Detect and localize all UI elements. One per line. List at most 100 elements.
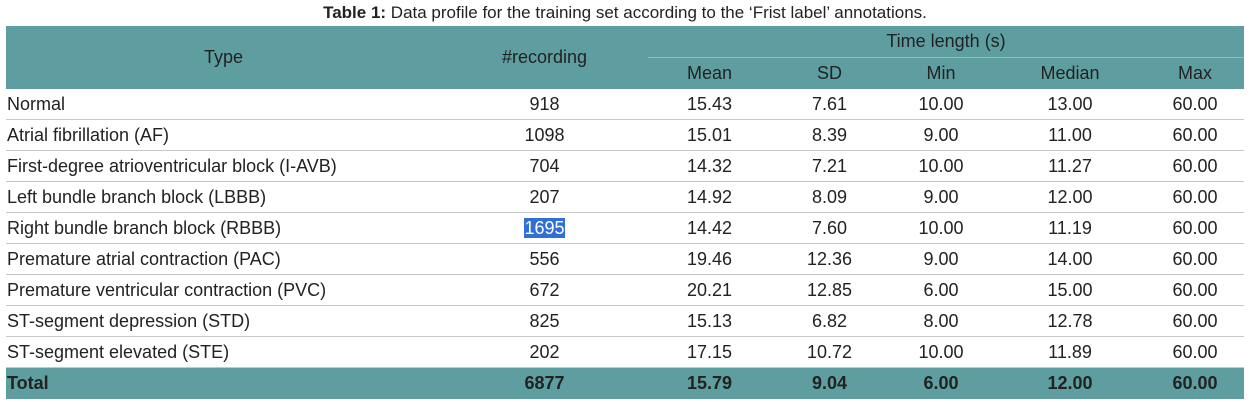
cell-sd[interactable]: 12.36 xyxy=(771,243,888,275)
cell-median[interactable]: 11.19 xyxy=(994,212,1146,244)
cell-recording[interactable]: 825 xyxy=(441,305,648,337)
cell-max[interactable]: 60.00 xyxy=(1146,274,1244,306)
cell-sd[interactable]: 10.72 xyxy=(771,336,888,368)
cell-min[interactable]: 9.00 xyxy=(888,119,994,151)
cell-type-text: Normal xyxy=(7,93,66,114)
cell-mean[interactable]: 14.92 xyxy=(648,181,771,213)
cell-max-text: 60.00 xyxy=(1172,248,1218,269)
cell-recording[interactable]: 207 xyxy=(441,181,648,213)
cell-median[interactable]: 12.78 xyxy=(994,305,1146,337)
cell-sd[interactable]: 9.04 xyxy=(771,367,888,399)
cell-sd[interactable]: 6.82 xyxy=(771,305,888,337)
cell-type[interactable]: Premature ventricular contraction (PVC) xyxy=(6,274,441,306)
cell-max-text: 60.00 xyxy=(1172,310,1218,331)
cell-max-text: 60.00 xyxy=(1172,186,1218,207)
cell-max[interactable]: 60.00 xyxy=(1146,243,1244,275)
cell-sd[interactable]: 7.21 xyxy=(771,150,888,182)
cell-recording[interactable]: 556 xyxy=(441,243,648,275)
cell-recording[interactable]: 672 xyxy=(441,274,648,306)
cell-min-text: 10.00 xyxy=(918,93,964,114)
cell-mean[interactable]: 15.13 xyxy=(648,305,771,337)
cell-median-text: 11.89 xyxy=(1048,341,1092,362)
table-row: ST-segment depression (STD) 825 15.13 6.82 8… xyxy=(6,305,1244,337)
cell-mean[interactable]: 15.01 xyxy=(648,119,771,151)
cell-type[interactable]: Atrial fibrillation (AF) xyxy=(6,119,441,151)
cell-type-text: Right bundle branch block (RBBB) xyxy=(7,217,282,238)
cell-median[interactable]: 11.89 xyxy=(994,336,1146,368)
table-row: Premature ventricular contraction (PVC) 6… xyxy=(6,274,1244,306)
cell-type[interactable]: First-degree atrioventricular block (I-A… xyxy=(6,150,441,182)
cell-max[interactable]: 60.00 xyxy=(1146,212,1244,244)
cell-type[interactable]: Premature atrial contraction (PAC) xyxy=(6,243,441,275)
cell-min[interactable]: 10.00 xyxy=(888,212,994,244)
cell-mean[interactable]: 17.15 xyxy=(648,336,771,368)
cell-min[interactable]: 9.00 xyxy=(888,243,994,275)
cell-median-text: 15.00 xyxy=(1047,279,1093,300)
cell-sd-text: 9.04 xyxy=(811,373,848,393)
cell-min[interactable]: 6.00 xyxy=(888,367,994,399)
cell-type[interactable]: Total xyxy=(6,367,441,399)
cell-min[interactable]: 8.00 xyxy=(888,305,994,337)
cell-sd[interactable]: 7.61 xyxy=(771,89,888,120)
cell-sd[interactable]: 12.85 xyxy=(771,274,888,306)
cell-recording[interactable]: 918 xyxy=(441,89,648,120)
cell-mean[interactable]: 15.43 xyxy=(648,89,771,120)
cell-mean[interactable]: 15.79 xyxy=(648,367,771,399)
header-max: Max xyxy=(1177,63,1212,83)
cell-type[interactable]: ST-segment elevated (STE) xyxy=(6,336,441,368)
cell-mean[interactable]: 14.32 xyxy=(648,150,771,182)
cell-median[interactable]: 11.00 xyxy=(994,119,1146,151)
cell-type[interactable]: ST-segment depression (STD) xyxy=(6,305,441,337)
cell-median[interactable]: 13.00 xyxy=(994,89,1146,120)
cell-max[interactable]: 60.00 xyxy=(1146,336,1244,368)
cell-median[interactable]: 12.00 xyxy=(994,367,1146,399)
cell-recording[interactable]: 1098 xyxy=(441,119,648,151)
cell-recording[interactable]: 202 xyxy=(441,336,648,368)
cell-mean[interactable]: 19.46 xyxy=(648,243,771,275)
cell-sd[interactable]: 8.39 xyxy=(771,119,888,151)
cell-median[interactable]: 15.00 xyxy=(994,274,1146,306)
cell-median-text: 12.78 xyxy=(1047,310,1093,331)
cell-recording-text: 207 xyxy=(529,186,560,207)
cell-max[interactable]: 60.00 xyxy=(1146,119,1244,151)
cell-recording[interactable]: 6877 xyxy=(441,367,648,399)
header-type: Type xyxy=(203,47,244,67)
cell-recording[interactable]: 704 xyxy=(441,150,648,182)
cell-type-text: Left bundle branch block (LBBB) xyxy=(7,186,267,207)
cell-sd[interactable]: 7.60 xyxy=(771,212,888,244)
caption-label: Table 1: xyxy=(323,3,387,22)
caption-text: Data profile for the training set accord… xyxy=(386,3,927,22)
cell-recording-text: 825 xyxy=(529,310,560,331)
cell-min-text: 10.00 xyxy=(918,217,964,238)
cell-max-text: 60.00 xyxy=(1172,155,1218,176)
cell-min[interactable]: 10.00 xyxy=(888,336,994,368)
cell-median[interactable]: 11.27 xyxy=(994,150,1146,182)
cell-max-text: 60.00 xyxy=(1172,279,1218,300)
cell-median[interactable]: 12.00 xyxy=(994,181,1146,213)
cell-type[interactable]: Normal xyxy=(6,89,441,120)
cell-min[interactable]: 9.00 xyxy=(888,181,994,213)
table-caption: Table 1: Data profile for the training s… xyxy=(0,3,1250,23)
cell-median-text: 12.00 xyxy=(1047,186,1093,207)
cell-max[interactable]: 60.00 xyxy=(1146,305,1244,337)
cell-type[interactable]: Right bundle branch block (RBBB) xyxy=(6,212,441,244)
cell-max[interactable]: 60.00 xyxy=(1146,150,1244,182)
cell-min-text: 10.00 xyxy=(918,341,964,362)
cell-type-text: Premature atrial contraction (PAC) xyxy=(7,248,281,269)
cell-sd[interactable]: 8.09 xyxy=(771,181,888,213)
cell-min[interactable]: 10.00 xyxy=(888,150,994,182)
cell-mean[interactable]: 14.42 xyxy=(648,212,771,244)
cell-type[interactable]: Left bundle branch block (LBBB) xyxy=(6,181,441,213)
cell-min[interactable]: 6.00 xyxy=(888,274,994,306)
cell-max[interactable]: 60.00 xyxy=(1146,89,1244,120)
header-sd: SD xyxy=(816,63,842,83)
header-min: Min xyxy=(926,63,956,83)
table-row: Atrial fibrillation (AF) 1098 15.01 8.39 9.0… xyxy=(6,119,1244,151)
cell-max[interactable]: 60.00 xyxy=(1146,367,1244,399)
cell-max[interactable]: 60.00 xyxy=(1146,181,1244,213)
cell-mean[interactable]: 20.21 xyxy=(648,274,771,306)
cell-median[interactable]: 14.00 xyxy=(994,243,1146,275)
cell-min[interactable]: 10.00 xyxy=(888,89,994,120)
cell-min-text: 6.00 xyxy=(923,373,959,393)
cell-recording[interactable]: 1695 xyxy=(441,212,648,244)
